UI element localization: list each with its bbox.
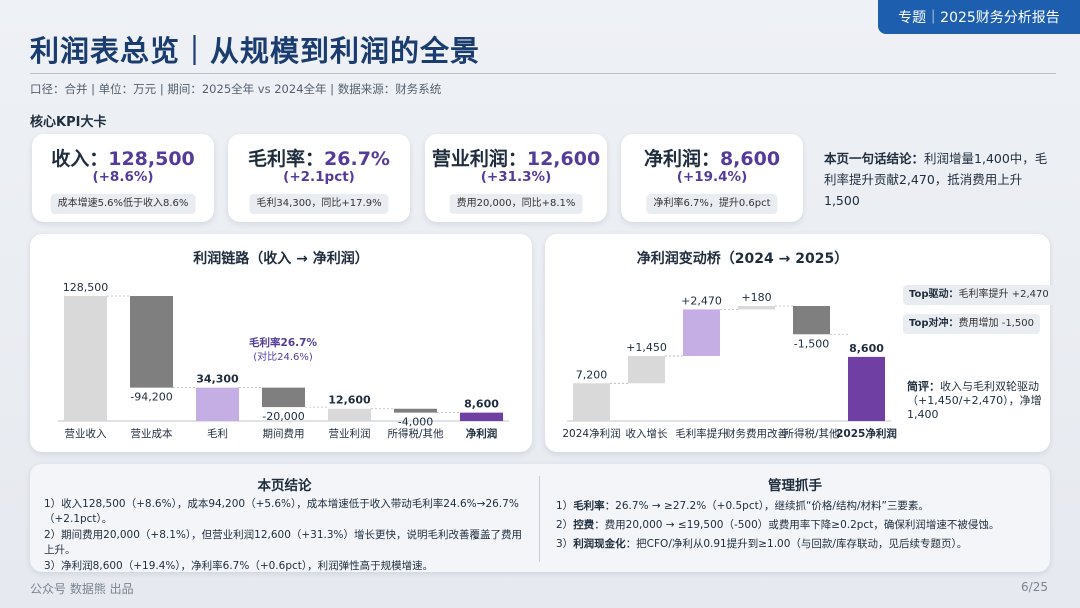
kpi-delta: (+19.4%) [676, 169, 748, 185]
side-note-text: 费用增加 -1,500 [958, 318, 1034, 329]
kpi-value: 26.7% [324, 148, 390, 170]
kpi-note: 费用20,000，同比+8.1% [449, 194, 583, 214]
side-note-label: Top驱动： [909, 289, 959, 300]
comment-text: 收入与毛利双轮驱动（+1,450/+2,470），净增1,400 [907, 380, 1042, 421]
waterfall-bar [130, 296, 173, 388]
value-label: 12,600 [328, 394, 371, 407]
category-label: 营业成本 [131, 427, 173, 440]
waterfall-bar [328, 408, 371, 421]
net-profit-bridge-panel: 净利润变动桥（2024 → 2025） 7,200 2024净利润 +1,450 收入… [545, 234, 1050, 452]
topic-tag: 专题｜2025财务分析报告 [878, 0, 1080, 34]
category-label: 期间费用 [263, 427, 305, 440]
category-label: 净利润 [466, 427, 498, 440]
waterfall-bar [196, 387, 239, 421]
kpi-note: 净利率6.7%，提升0.6pct [646, 194, 778, 214]
gross-margin-annotation-sub: (对比24.6%) [253, 350, 313, 363]
value-label: 128,500 [63, 281, 109, 294]
kpi-heading: 核心KPI大卡 [30, 115, 107, 130]
kpi-label: 收入： [51, 148, 109, 170]
list-item: 3）利润现金化：把CFO/净利从0.91提升到≥1.00（与回款/库存联动，见后… [556, 538, 968, 550]
meta-line: 口径：合并 | 单位：万元 | 期间：2025全年 vs 2024全年 | 数据… [30, 82, 442, 96]
conclusion-text: 利润增量1,400中，毛利率提升贡献2,470，抵消费用上升1,500 [824, 151, 1048, 208]
list-item: 1）收入128,500（+8.6%），成本94,200（+5.6%），成本增速低… [44, 498, 519, 525]
waterfall-bar [573, 383, 610, 421]
bridge-comment: 简评：收入与毛利双轮驱动（+1,450/+2,470），净增1,400 [907, 380, 1047, 422]
value-label: +2,470 [681, 294, 722, 307]
value-label: +1,450 [626, 341, 667, 354]
waterfall-bar [460, 412, 503, 421]
chart-title: 利润链路（收入 → 净利润） [193, 251, 369, 267]
value-label: 8,600 [464, 398, 499, 411]
kpi-card-revenue: 收入：128,500 (+8.6%) 成本增速5.6%低于收入8.6% [32, 134, 214, 222]
category-label: 毛利 [207, 428, 228, 440]
category-label: 所得税/其他 [783, 427, 840, 440]
category-label: 收入增长 [626, 427, 668, 440]
side-note-label: Top对冲： [909, 318, 959, 329]
kpi-card-gross-margin: 毛利率：26.7% (+2.1pct) 毛利34,300，同比+17.9% [228, 134, 410, 222]
waterfall-bar [628, 355, 665, 384]
value-label: -20,000 [262, 410, 304, 423]
page-number: 6/25 [1021, 580, 1048, 594]
kpi-label: 营业利润： [431, 148, 527, 170]
value-label: 34,300 [196, 373, 239, 386]
waterfall-bar [64, 296, 107, 421]
summary-right-title: 管理抓手 [768, 478, 822, 494]
category-label: 财务费用改善 [725, 427, 788, 440]
value-label: 7,200 [576, 368, 608, 381]
category-label: 2024净利润 [562, 427, 620, 440]
summary-left-title: 本页结论 [257, 478, 312, 494]
kpi-card-operating-profit: 营业利润：12,600 (+31.3%) 费用20,000，同比+8.1% [425, 134, 607, 222]
list-item: 2）控费：费用20,000 → ≤19,500（-500）或费用率下降≥0.2p… [556, 519, 1000, 531]
side-note-text: 毛利率提升 +2,470 [958, 289, 1049, 300]
category-label: 营业利润 [329, 427, 371, 440]
waterfall-bar [793, 306, 830, 335]
waterfall-bar [848, 356, 885, 421]
kpi-delta: (+31.3%) [480, 169, 552, 185]
value-label: +180 [741, 291, 771, 304]
summary-panel: 本页结论 管理抓手 1）收入128,500（+8.6%），成本94,200（+5… [30, 464, 1050, 572]
value-label: -94,200 [130, 391, 172, 404]
waterfall-bar [738, 306, 775, 310]
category-label: 毛利率提升 [675, 427, 728, 440]
waterfall-bar [683, 309, 720, 356]
comment-label: 简评： [907, 380, 940, 393]
category-label: 营业收入 [65, 427, 107, 440]
kpi-value: 128,500 [108, 148, 195, 170]
kpi-value: 8,600 [719, 148, 781, 170]
one-line-conclusion: 本页一句话结论：利润增量1,400中，毛利率提升贡献2,470，抵消费用上升1,… [824, 148, 1054, 211]
profit-chain-panel: 利润链路（收入 → 净利润） 128,500 营业收入 -94,200 营业成本 34,… [30, 234, 532, 452]
kpi-note: 成本增速5.6%低于收入8.6% [50, 194, 196, 214]
list-item: 3）净利润8,600（+19.4%），净利率6.7%（+0.6pct），利润弹性… [44, 560, 434, 572]
kpi-label: 净利润： [643, 148, 720, 170]
chart-title: 净利润变动桥（2024 → 2025） [636, 251, 849, 267]
list-item: 2）期间费用20,000（+8.1%），但营业利润12,600（+31.3%）增… [44, 529, 523, 556]
list-item: 1）毛利率：26.7% → ≥27.2%（+0.5pct），继续抓“价格/结构/… [556, 500, 929, 512]
profit-chain-chart: 128,500 营业收入 -94,200 营业成本 34,300 毛利 -20,000 期间费… [58, 281, 509, 440]
net-profit-bridge-chart: 7,200 2024净利润 +1,450 收入增长 +2,470 毛利率提升 +180 财务费… [562, 291, 897, 440]
action-list: 1）毛利率：26.7% → ≥27.2%（+0.5pct），继续抓“价格/结构/… [556, 497, 1040, 554]
kpi-delta: (+2.1pct) [283, 169, 355, 185]
kpi-value: 12,600 [526, 148, 601, 170]
kpi-delta: (+8.6%) [92, 169, 154, 185]
footer-source: 公众号 数据熊 出品 [30, 582, 134, 596]
gross-margin-annotation: 毛利率26.7% [249, 336, 317, 349]
conclusion-list: 1）收入128,500（+8.6%），成本94,200（+5.6%），成本增速低… [44, 497, 532, 575]
waterfall-bar [262, 387, 305, 408]
page-title: 利润表总览｜从规模到利润的全景 [30, 34, 481, 68]
value-label: -4,000 [398, 416, 433, 429]
category-label: 所得税/其他 [387, 427, 444, 440]
top-offset-note: Top对冲：费用增加 -1,500 [903, 314, 1040, 334]
summary-divider [539, 476, 540, 562]
value-label: -1,500 [794, 337, 829, 350]
title-divider [30, 73, 1056, 74]
kpi-label: 毛利率： [248, 148, 325, 170]
top-driver-note: Top驱动：毛利率提升 +2,470 [903, 285, 1055, 305]
kpi-note: 毛利34,300，同比+17.9% [249, 194, 389, 214]
kpi-card-net-profit: 净利润：8,600 (+19.4%) 净利率6.7%，提升0.6pct [621, 134, 803, 222]
value-label: 8,600 [849, 342, 884, 355]
conclusion-label: 本页一句话结论： [824, 151, 925, 166]
category-label: 2025净利润 [836, 427, 897, 440]
waterfall-bar [394, 408, 437, 413]
